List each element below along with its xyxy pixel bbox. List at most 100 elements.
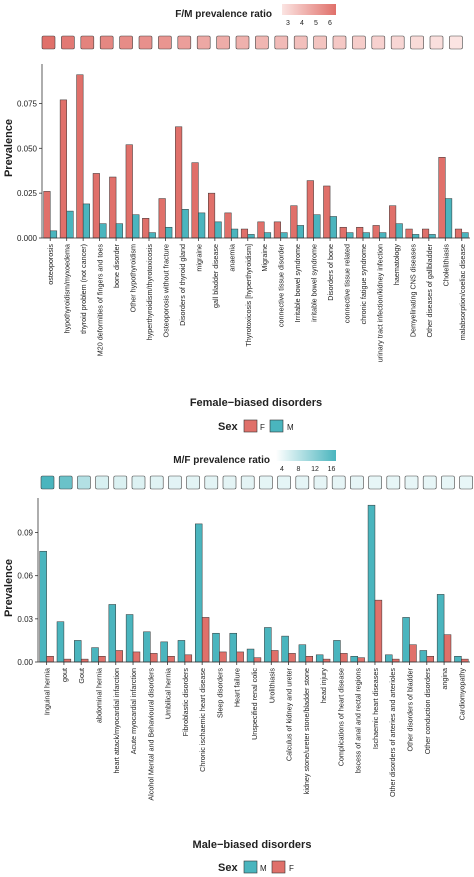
top-x-tick-label: haematology [392, 244, 401, 286]
top-ratio-cell [410, 35, 424, 50]
bottom-ratio-cell [186, 475, 200, 490]
top-bar-m [82, 203, 90, 239]
bottom-y-tick-label: 0.00 [17, 658, 33, 667]
bottom-x-tick-label: Fibroblastic disorders [181, 668, 190, 737]
bottom-y-tick-label: 0.03 [17, 615, 33, 624]
bottom-bar-f [63, 658, 72, 663]
bottom-x-tick-label: Complications of heart disease [336, 668, 345, 766]
bottom-x-tick-label: Inguinal hernia [43, 668, 52, 715]
bottom-ratio-cell [404, 475, 419, 490]
bottom-x-tick-label: Chronic ischaemic heart disease [198, 668, 207, 772]
top-ratio-cell [352, 35, 366, 50]
top-bar-m [66, 210, 74, 239]
top-x-tick-label: Disorders of bone [326, 244, 335, 301]
bottom-ratio-legend-title: M/F prevalence ratio [173, 455, 270, 466]
top-bar-m [263, 232, 272, 239]
top-x-tick-label: Irritable bowel syndrome [293, 244, 302, 322]
top-xlabel: Female−biased disorders [190, 397, 322, 409]
top-bar-m [247, 234, 255, 239]
top-x-tick-label: urinary tract infection/kidney infection [375, 244, 384, 362]
top-ratio-cell [196, 35, 211, 50]
top-bar-m [132, 214, 140, 239]
bottom-bar-m [315, 654, 324, 663]
top-ratio-strip [41, 35, 463, 50]
top-bar-f [76, 74, 84, 239]
top-bar-f [356, 226, 364, 239]
bottom-ratio-cell [95, 475, 109, 490]
top-ratio-tick-label: 3 [286, 20, 290, 27]
top-ratio-tick-label: 5 [314, 20, 318, 27]
top-ratio-cell [61, 35, 75, 50]
bottom-legend-swatch-f [271, 860, 286, 874]
bottom-x-tick-label: kidney stone/ureter stone/bladder stone [302, 668, 311, 794]
bottom-bar-m [454, 655, 462, 663]
bottom-bar-f [461, 658, 469, 663]
top-bar-m [296, 225, 304, 239]
top-bar-f [240, 228, 249, 239]
bottom-ratio-cell [131, 475, 146, 490]
top-bar-m [461, 232, 469, 239]
bottom-bar-m [246, 648, 255, 663]
bottom-bar-f [98, 655, 106, 663]
bottom-bar-m [281, 635, 289, 663]
top-x-tick-label: hypothyroidism/myxoedema [63, 244, 72, 333]
top-y-tick-label: 0.025 [17, 189, 38, 198]
top-ratio-cell [429, 35, 444, 50]
top-bar-m [231, 228, 239, 239]
bottom-bar-m [39, 550, 47, 663]
top-bar-f [306, 180, 314, 239]
bottom-legend-swatch-m [243, 860, 258, 874]
bottom-bar-f [271, 650, 279, 663]
top-x-tick-label: Cholelithiasis [441, 244, 450, 287]
bottom-ratio-tick-label: 4 [280, 466, 284, 473]
bottom-ratio-cell [368, 475, 382, 490]
bottom-ratio-strip [40, 475, 473, 490]
bottom-ratio-tick-label: 8 [297, 466, 301, 473]
top-x-tick-label: Other hypothyroidism [129, 244, 138, 312]
top-bar-f [92, 173, 100, 239]
top-legend-label-m: M [287, 423, 294, 432]
bottom-bar-f [305, 655, 314, 663]
top-bar-m [395, 223, 403, 239]
bottom-bar-m [229, 632, 237, 663]
bottom-x-tick-label: Alcohol Mental and Behavioural disorders [146, 668, 155, 801]
bottom-bar-f [391, 658, 400, 663]
top-bar-f [372, 225, 380, 239]
bottom-ratio-cell [240, 475, 255, 490]
bottom-ratio-cell [386, 475, 401, 490]
top-bar-m [412, 234, 420, 239]
bottom-ratio-cell [459, 475, 473, 490]
bottom-ratio-tick-label: 16 [328, 466, 336, 473]
bottom-x-tick-label: Ischaemic heart diseases [371, 668, 380, 750]
bottom-bar-m [367, 504, 376, 663]
bottom-legend-label-f: F [289, 864, 294, 873]
top-bar-f [339, 226, 347, 239]
top-bar-f [109, 176, 117, 239]
bottom-y-tick-label: 0.09 [17, 529, 33, 538]
top-bar-m [379, 232, 387, 239]
bottom-ratio-legend-ticks: 4 8 12 16 [280, 466, 335, 473]
bottom-ratio-cell [313, 475, 328, 490]
top-bar-f [175, 126, 183, 239]
bottom-bar-m [385, 654, 393, 663]
bottom-x-tick-label: Umbilical hernia [164, 668, 173, 719]
bottom-x-tick-label: gout [60, 668, 69, 682]
bottom-ratio-tick-label: 12 [311, 466, 319, 473]
bottom-legend-label-m: M [260, 864, 267, 873]
bottom-x-tick-label: abdominal hernia [94, 668, 103, 723]
bottom-bar-m [108, 604, 117, 663]
bottom-bar-m [419, 650, 428, 663]
bottom-ratio-cell [77, 475, 91, 490]
top-bar-f [208, 192, 216, 239]
bottom-ylabel: Prevalence [3, 559, 15, 617]
bottom-sex-legend: Sex M F [218, 860, 294, 874]
bottom-x-tick-label: bscess of anal and rectal regions [354, 668, 363, 773]
bottom-bar-m [333, 640, 341, 663]
bottom-ratio-cell [113, 475, 128, 490]
bottom-bar-f [322, 658, 331, 663]
bottom-ratio-cell [40, 475, 55, 490]
bottom-panel: M/F prevalence ratio 4 8 12 16 Prevalence 0… [3, 450, 473, 874]
top-bar-m [346, 232, 354, 239]
top-legend-label-f: F [260, 423, 265, 432]
top-ratio-cell [158, 35, 172, 50]
